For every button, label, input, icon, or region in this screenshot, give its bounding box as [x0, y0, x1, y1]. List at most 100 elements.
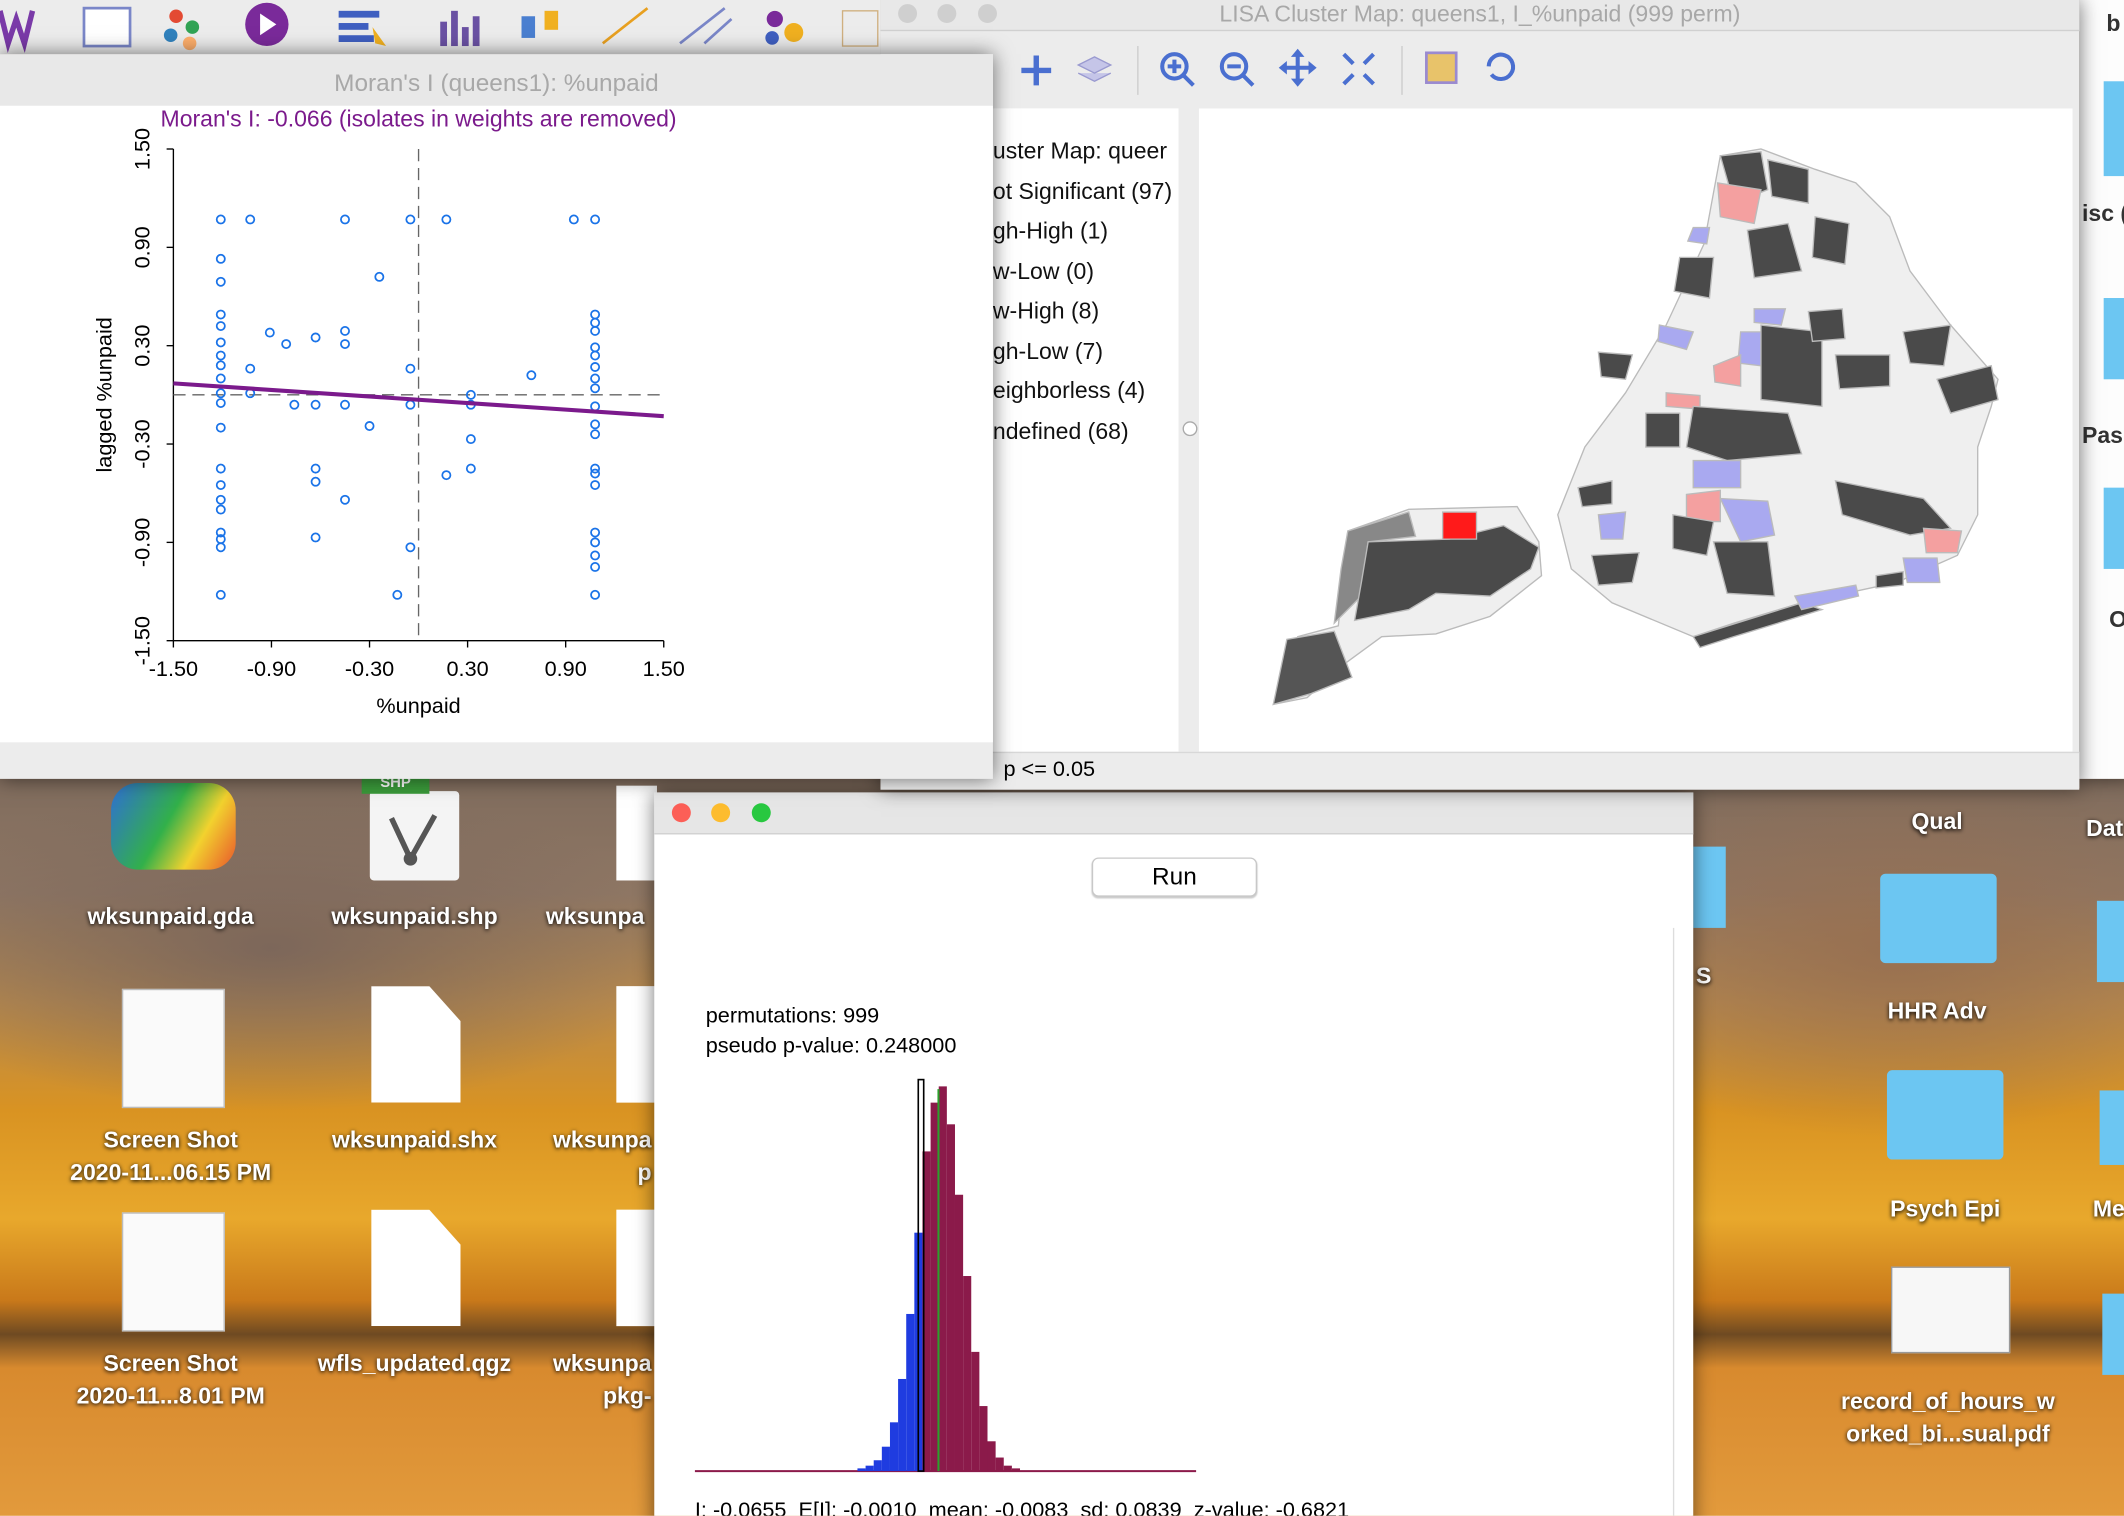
point	[215, 504, 226, 515]
tool-icon	[260, 13, 277, 36]
point	[590, 419, 601, 430]
folder-icon[interactable]	[2102, 1293, 2124, 1375]
file-icon[interactable]	[371, 1209, 461, 1327]
tool-icon[interactable]	[601, 7, 649, 45]
file-icon[interactable]	[616, 986, 657, 1103]
permutation-window: Run permutations: 999 pseudo p-value: 0.…	[654, 792, 1694, 1516]
point	[590, 373, 601, 384]
pan-tool[interactable]	[1278, 48, 1317, 87]
x-axis-title: %unpaid	[376, 693, 460, 718]
legend-item[interactable]: w-High (8)	[992, 298, 1100, 324]
close-button[interactable]	[671, 803, 691, 823]
status-text: 5 p <= 0.05	[979, 758, 1096, 782]
screenshot-thumb[interactable]	[121, 1212, 225, 1332]
icon-label: wfls_updated.qgz	[317, 1350, 512, 1377]
legend-item[interactable]: w-Low (0)	[992, 258, 1095, 285]
icon-label: wksunpa pkg-	[553, 1350, 652, 1409]
select-tool[interactable]	[1425, 51, 1458, 84]
point	[289, 399, 300, 410]
point	[590, 362, 601, 372]
point	[310, 332, 321, 343]
file-icon[interactable]	[616, 785, 657, 881]
shp-icon[interactable]	[369, 791, 460, 881]
tool-icon[interactable]	[163, 9, 200, 51]
regression-line	[173, 381, 664, 419]
legend-item[interactable]: gh-Low (7)	[992, 338, 1103, 365]
point	[310, 476, 321, 487]
point	[590, 468, 601, 479]
lisa-window: LISA Cluster Map: queens1, I_%unpaid (99…	[880, 0, 2080, 790]
point	[590, 309, 601, 320]
file-icon[interactable]	[616, 1209, 657, 1327]
icon-label: wksunpaid.shx	[331, 1127, 498, 1153]
point	[374, 271, 385, 282]
title-bar: LISA Cluster Map: queens1, I_%unpaid (99…	[880, 0, 2080, 32]
minimize-button[interactable]	[711, 803, 731, 823]
folder-icon[interactable]	[2103, 81, 2124, 177]
y-axis-title: lagged %unpaid	[91, 317, 116, 472]
tool-icon[interactable]	[0, 10, 36, 54]
point	[215, 480, 226, 490]
point	[340, 214, 350, 225]
legend-item[interactable]: eighborless (4)	[992, 377, 1146, 404]
file-icon[interactable]	[371, 986, 461, 1103]
point	[405, 542, 416, 553]
point	[590, 429, 601, 440]
point	[340, 325, 350, 336]
zoom-button[interactable]	[978, 4, 997, 24]
zoom-button[interactable]	[751, 803, 771, 823]
folder-icon[interactable]	[1880, 873, 1997, 964]
extent-tool[interactable]	[1342, 52, 1375, 86]
legend-item[interactable]: ndefined (68)	[992, 418, 1129, 445]
y-tick-label: 0.90	[129, 226, 154, 268]
splitter-handle[interactable]	[1182, 421, 1198, 437]
legend-item[interactable]: ot Significant (97)	[992, 178, 1173, 205]
point	[526, 370, 537, 381]
bar	[857, 1468, 866, 1472]
screenshot-thumb[interactable]	[121, 988, 225, 1109]
p-value-text: pseudo p-value: 0.248000	[705, 1034, 957, 1058]
folder-icon[interactable]	[2103, 298, 2124, 380]
point	[215, 214, 226, 225]
pdf-thumb[interactable]	[1891, 1266, 2011, 1354]
bar	[979, 1406, 988, 1472]
y-tick-label: -1.50	[129, 616, 154, 665]
point	[215, 494, 226, 505]
gda-icon[interactable]	[111, 782, 236, 870]
zoom-in-tool[interactable]	[1160, 52, 1195, 87]
tool-icon[interactable]	[679, 7, 733, 45]
bar	[954, 1194, 964, 1472]
minimize-button[interactable]	[937, 4, 957, 24]
folder-icon[interactable]	[2099, 1090, 2124, 1165]
shp-glyph	[389, 814, 438, 866]
zoom-out-tool[interactable]	[1219, 52, 1255, 87]
tool-icon[interactable]	[82, 6, 132, 48]
permutations-text: permutations: 999	[705, 1005, 880, 1029]
point	[215, 527, 226, 538]
side-text: Pas	[2082, 422, 2123, 449]
point	[215, 589, 226, 600]
folder-icon[interactable]	[1693, 846, 1726, 928]
point	[310, 463, 321, 474]
icon-label: wksunpaid.shp	[331, 903, 498, 930]
folder-icon[interactable]	[1886, 1070, 2004, 1160]
bar	[1003, 1465, 1012, 1472]
folder-icon[interactable]	[2096, 900, 2124, 983]
tool-icon[interactable]	[765, 10, 804, 45]
point	[364, 421, 375, 431]
add-tool[interactable]	[1021, 55, 1052, 86]
point	[568, 214, 579, 225]
layer-tool[interactable]	[1076, 56, 1113, 83]
tool-icon[interactable]	[841, 10, 879, 47]
refresh-tool[interactable]	[1486, 52, 1516, 82]
legend-item[interactable]: gh-High (1)	[992, 218, 1109, 244]
point	[245, 363, 256, 374]
close-button[interactable]	[898, 4, 918, 24]
bar	[889, 1422, 899, 1472]
tool-icon[interactable]	[521, 10, 559, 38]
folder-icon[interactable]	[2103, 487, 2124, 569]
run-button[interactable]: Run	[1091, 857, 1258, 897]
tool-icon[interactable]	[440, 10, 480, 47]
point	[590, 350, 601, 361]
point	[465, 463, 476, 474]
